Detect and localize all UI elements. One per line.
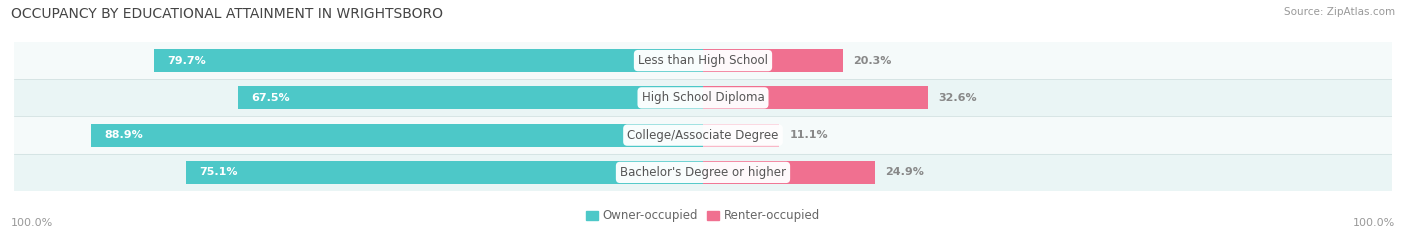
Text: Source: ZipAtlas.com: Source: ZipAtlas.com bbox=[1284, 7, 1395, 17]
Bar bbox=[153, 49, 703, 72]
Text: 79.7%: 79.7% bbox=[167, 56, 207, 65]
Bar bbox=[703, 49, 842, 72]
Text: OCCUPANCY BY EDUCATIONAL ATTAINMENT IN WRIGHTSBORO: OCCUPANCY BY EDUCATIONAL ATTAINMENT IN W… bbox=[11, 7, 443, 21]
Text: 75.1%: 75.1% bbox=[200, 168, 238, 177]
Text: 32.6%: 32.6% bbox=[938, 93, 977, 103]
Text: Bachelor's Degree or higher: Bachelor's Degree or higher bbox=[620, 166, 786, 179]
Text: 100.0%: 100.0% bbox=[11, 218, 53, 228]
Text: 88.9%: 88.9% bbox=[104, 130, 143, 140]
Text: College/Associate Degree: College/Associate Degree bbox=[627, 129, 779, 142]
Text: 20.3%: 20.3% bbox=[853, 56, 891, 65]
FancyBboxPatch shape bbox=[14, 154, 1392, 191]
Bar bbox=[186, 161, 703, 184]
Text: 24.9%: 24.9% bbox=[884, 168, 924, 177]
Text: 11.1%: 11.1% bbox=[790, 130, 828, 140]
FancyBboxPatch shape bbox=[14, 42, 1392, 79]
Text: 100.0%: 100.0% bbox=[1353, 218, 1395, 228]
FancyBboxPatch shape bbox=[14, 116, 1392, 154]
Text: High School Diploma: High School Diploma bbox=[641, 91, 765, 104]
Bar bbox=[90, 123, 703, 147]
Text: 67.5%: 67.5% bbox=[252, 93, 291, 103]
Bar bbox=[703, 123, 779, 147]
Text: Less than High School: Less than High School bbox=[638, 54, 768, 67]
Bar bbox=[238, 86, 703, 110]
Bar bbox=[703, 161, 875, 184]
Legend: Owner-occupied, Renter-occupied: Owner-occupied, Renter-occupied bbox=[581, 205, 825, 227]
FancyBboxPatch shape bbox=[14, 79, 1392, 116]
Bar bbox=[703, 86, 928, 110]
